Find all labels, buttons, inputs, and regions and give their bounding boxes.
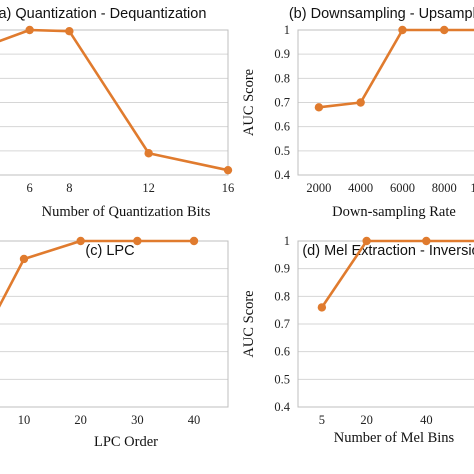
chart-title: (b) Downsampling - Upsampling <box>289 6 474 22</box>
y-tick-label: 0.5 <box>274 144 290 158</box>
data-point <box>398 25 407 35</box>
x-tick-label: 6 <box>27 181 33 195</box>
y-tick-label: 0.4 <box>274 168 290 182</box>
data-point <box>76 236 85 246</box>
data-point <box>144 149 153 158</box>
x-tick-label: 40 <box>420 413 433 427</box>
y-tick-label: 0.9 <box>274 262 290 276</box>
x-tick-label: 20 <box>360 413 373 427</box>
data-point <box>223 165 233 175</box>
y-tick-label: 0.4 <box>274 400 290 414</box>
plot-frame <box>0 29 229 176</box>
x-tick-label: 20 <box>74 413 87 427</box>
data-point <box>25 25 34 35</box>
chart-title: (a) Quantization - Dequantization <box>0 6 206 22</box>
data-point <box>356 98 365 107</box>
x-tick-label: 12 <box>142 181 155 195</box>
y-tick-label: 0.6 <box>274 120 290 134</box>
x-tick-label: 8000 <box>432 181 457 195</box>
y-axis-label: AUC Score <box>241 69 257 136</box>
series-line <box>318 28 474 109</box>
y-tick-label: 0.9 <box>274 47 290 61</box>
x-axis-label: Number of Mel Bins <box>334 430 455 446</box>
data-point <box>19 254 29 264</box>
series-line <box>320 239 474 309</box>
x-tick-label: 10 <box>18 413 31 427</box>
x-tick-label: 2000 <box>306 181 331 195</box>
data-point <box>422 236 431 246</box>
x-tick-label: 30 <box>131 413 144 427</box>
plot-frame <box>297 29 474 176</box>
chart-panel-2: (b) Downsampling - Upsampling 0.4 0.5 0.6 0.… <box>241 6 474 220</box>
x-tick-label: 5 <box>319 413 325 427</box>
series-line <box>0 28 229 172</box>
x-tick-label: 40 <box>188 413 201 427</box>
data-point <box>133 236 142 246</box>
data-point <box>440 25 449 35</box>
x-tick-label: 4000 <box>348 181 373 195</box>
x-tick-label: 6000 <box>390 181 415 195</box>
x-tick-label: 10000 <box>470 181 474 195</box>
x-tick-label: 16 <box>222 181 235 195</box>
chart-panel-1: (a) Quantization - Dequantization4681216… <box>0 6 234 220</box>
y-tick-label: 0.6 <box>274 345 290 359</box>
y-tick-label: 0.7 <box>274 317 290 331</box>
x-axis-label: LPC Order <box>94 434 158 450</box>
y-tick-label: 0.7 <box>274 96 290 110</box>
chart-title: (d) Mel Extraction - Inversion <box>302 243 474 259</box>
y-tick-label: 0.8 <box>274 71 290 85</box>
y-tick-label: 0.5 <box>274 372 290 386</box>
chart-panel-4: (d) Mel Extraction - Inversion 0.4 0.5 0.6 0… <box>241 234 474 446</box>
x-axis-label: Down-sampling Rate <box>332 204 456 220</box>
y-tick-label: 1 <box>284 23 290 37</box>
data-point <box>314 103 324 112</box>
y-tick-label: 0.8 <box>274 289 290 303</box>
y-axis-label: AUC Score <box>241 290 257 357</box>
chart-panel-3: (c) LPC410203040LPC Order <box>0 236 229 450</box>
x-tick-label: 8 <box>66 181 72 195</box>
x-axis-label: Number of Quantization Bits <box>42 204 211 220</box>
chart-title: (c) LPC <box>85 243 134 259</box>
y-tick-label: 1 <box>284 234 290 248</box>
data-point <box>317 303 327 312</box>
data-point <box>189 236 199 246</box>
data-point <box>362 236 371 246</box>
data-point <box>65 27 74 36</box>
